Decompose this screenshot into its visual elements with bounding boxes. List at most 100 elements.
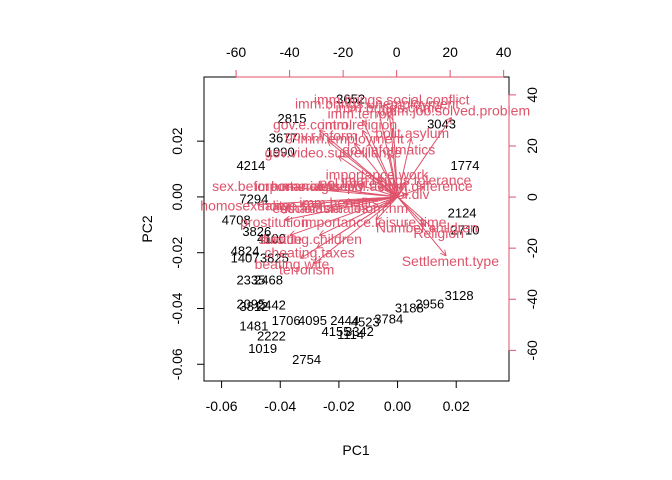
loading-label: importance.leisure.time — [302, 214, 447, 230]
observation-label: 1990 — [266, 144, 295, 159]
observation-label: 3342 — [345, 324, 374, 339]
loading-arrow — [319, 196, 398, 235]
right-tick-label: 20 — [524, 138, 540, 154]
loading-arrow — [389, 115, 399, 197]
observation-label: 1114 — [337, 327, 364, 342]
loading-arrow — [379, 187, 398, 198]
loading-label: terrorism — [279, 261, 334, 277]
loading-arrow — [317, 187, 398, 198]
bottom-tick-label: 0.00 — [384, 398, 411, 414]
observation-label: 3826 — [242, 224, 271, 239]
loading-label: imm.brings.crime — [335, 100, 442, 116]
loading-label: imm.brings.unemployment — [295, 95, 459, 111]
observation-label: 4095 — [298, 313, 327, 328]
loading-label: imm.terror — [328, 105, 392, 121]
right-tick-label: -20 — [524, 238, 540, 258]
loading-arrow — [397, 196, 436, 230]
loading-arrow — [338, 156, 398, 198]
loading-label: home.sex — [262, 197, 323, 213]
loading-label: beating.children — [263, 231, 362, 247]
loading-arrow — [392, 107, 399, 197]
observation-label: 4824 — [231, 243, 260, 258]
loading-label: Number.children — [376, 220, 478, 236]
observation-label: 4155 — [322, 324, 351, 339]
observation-label: 2468 — [254, 273, 283, 288]
top-tick-label: -40 — [279, 44, 299, 60]
loading-label: pol.interest — [319, 175, 388, 191]
right-tick-label: 40 — [524, 87, 540, 103]
loading-arrow — [330, 196, 398, 207]
top-tick-label: 20 — [442, 44, 458, 60]
right-axis: -60 -40 -20 0 20 40 — [508, 87, 540, 360]
loading-label: gov.informatics — [342, 142, 435, 158]
observation-label: 3652 — [336, 91, 365, 106]
y-axis-label: PC2 — [139, 215, 155, 242]
loading-label: imm.brings.tolerance — [341, 172, 471, 188]
loading-label: imm.brings.social.conflict — [314, 91, 470, 107]
observation-label: 3825 — [260, 250, 289, 265]
observation-label: 4523 — [351, 314, 380, 329]
loading-arrow — [362, 130, 399, 198]
bottom-tick-label: -0.06 — [206, 398, 238, 414]
loading-arrow — [397, 194, 409, 197]
loading-label: imm.benefits — [299, 195, 378, 211]
loading-label: homosexuality — [200, 197, 290, 213]
observation-label: 2754 — [292, 352, 321, 367]
loading-arrow — [397, 182, 406, 198]
observation-label: 3812 — [239, 299, 268, 314]
loading-label: importance.work — [326, 167, 430, 183]
left-tick-label: -0.02 — [169, 237, 185, 269]
observation-label: 3677 — [269, 130, 298, 145]
loading-arrow — [397, 196, 447, 256]
loading-label: importance.family — [255, 178, 365, 194]
loading-label: home.abuse — [271, 178, 348, 194]
observation-label: 2442 — [257, 298, 286, 313]
loading-label: pol.action — [347, 178, 407, 194]
loading-label: sex.before.marriage — [212, 178, 337, 194]
bottom-axis: -0.06 -0.04 -0.02 0.00 0.02 — [206, 380, 470, 414]
observation-label: 3188 — [395, 300, 424, 315]
left-tick-label: -0.06 — [169, 348, 185, 380]
left-axis: -0.06 -0.04 -0.02 0.00 0.02 — [169, 127, 205, 380]
loading-arrow — [284, 187, 398, 198]
loading-arrow — [397, 138, 411, 198]
loading-label: social.females — [280, 200, 369, 216]
observation-label: 2124 — [448, 206, 477, 221]
right-tick-label: 0 — [524, 193, 540, 201]
loading-label: beating.wife — [255, 256, 330, 272]
loading-label: imm.difference — [381, 178, 473, 194]
loading-arrow — [327, 140, 398, 198]
loading-arrow — [389, 153, 399, 198]
observation-label: 1774 — [451, 158, 480, 173]
loading-arrow — [362, 120, 399, 198]
loading-label: prostitution — [240, 214, 308, 230]
loading-arrow — [379, 176, 398, 198]
observation-label: 1706 — [272, 313, 301, 328]
loading-label: imm.religion — [322, 116, 397, 132]
loading-label: suicide — [258, 231, 302, 247]
loading-label: hom.hm — [358, 200, 409, 216]
observation-label: 1019 — [248, 341, 277, 356]
bottom-tick-label: -0.02 — [323, 398, 355, 414]
loading-arrow — [354, 143, 398, 198]
loading-label: gov.r.inform — [285, 128, 357, 144]
loading-arrow — [257, 196, 398, 205]
loading-label: cheating.taxes — [264, 245, 354, 261]
loading-label: imm.job.solved.problem — [382, 102, 530, 118]
left-tick-label: 0.02 — [169, 127, 185, 154]
loading-arrow — [300, 196, 398, 259]
loading-arrows — [257, 107, 451, 264]
loading-label: euthanasia — [272, 200, 341, 216]
loading-label: Settlement.type — [402, 253, 499, 269]
observation-label: 2335 — [236, 273, 265, 288]
observation-label: 3784 — [374, 312, 403, 327]
bottom-tick-label: 0.02 — [443, 398, 470, 414]
loading-labels: imm.brings.social.conflictimm.brings.une… — [200, 91, 530, 277]
loading-arrow — [300, 196, 398, 205]
loading-label: pol.div — [389, 186, 429, 202]
loading-label: polit.asylum — [375, 125, 449, 141]
left-tick-label: 0.00 — [169, 183, 185, 210]
loading-arrow — [284, 196, 398, 220]
